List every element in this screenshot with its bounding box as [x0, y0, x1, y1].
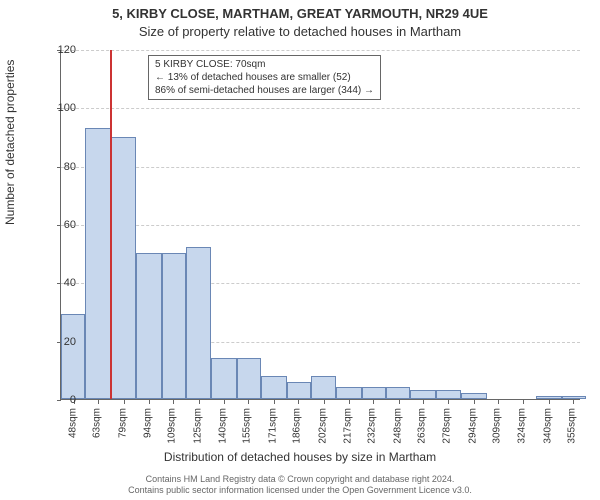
x-tick-label: 186sqm [292, 408, 303, 444]
x-tick-mark [173, 400, 174, 404]
x-tick-label: 63sqm [92, 408, 103, 438]
x-tick-label: 125sqm [193, 408, 204, 444]
x-tick-mark [224, 400, 225, 404]
histogram-bar [311, 376, 335, 399]
x-tick-mark [423, 400, 424, 404]
x-tick-label: 202sqm [318, 408, 329, 444]
x-tick-label: 309sqm [492, 408, 503, 444]
histogram-bar [287, 382, 311, 400]
reference-line [110, 50, 112, 399]
grid-line [61, 50, 580, 51]
x-tick-label: 232sqm [366, 408, 377, 444]
y-tick-label: 40 [36, 277, 76, 289]
x-tick-mark [98, 400, 99, 404]
x-tick-mark [373, 400, 374, 404]
histogram-bar [211, 358, 237, 399]
x-tick-mark [274, 400, 275, 404]
histogram-bar [362, 387, 386, 399]
plot-area: 48sqm63sqm79sqm94sqm109sqm125sqm140sqm15… [60, 50, 580, 400]
histogram-bar [536, 396, 562, 399]
histogram-bar [186, 247, 210, 399]
histogram-bar [237, 358, 261, 399]
property-size-chart: 5, KIRBY CLOSE, MARTHAM, GREAT YARMOUTH,… [0, 0, 600, 500]
x-tick-mark [498, 400, 499, 404]
x-tick-mark [399, 400, 400, 404]
y-tick-label: 20 [36, 336, 76, 348]
chart-subtitle: Size of property relative to detached ho… [0, 24, 600, 39]
histogram-bar [162, 253, 186, 399]
x-tick-label: 340sqm [542, 408, 553, 444]
histogram-bar [410, 390, 436, 399]
x-tick-mark [298, 400, 299, 404]
annotation-line-2: ← 13% of detached houses are smaller (52… [155, 71, 374, 84]
x-tick-mark [549, 400, 550, 404]
x-tick-mark [349, 400, 350, 404]
y-tick-label: 0 [36, 394, 76, 406]
x-tick-label: 94sqm [142, 408, 153, 438]
annotation-box: 5 KIRBY CLOSE: 70sqm ← 13% of detached h… [148, 55, 381, 100]
x-tick-mark [474, 400, 475, 404]
x-tick-label: 171sqm [267, 408, 278, 444]
x-tick-mark [573, 400, 574, 404]
y-tick-label: 80 [36, 161, 76, 173]
x-tick-mark [248, 400, 249, 404]
x-tick-label: 155sqm [241, 408, 252, 444]
chart-title-address: 5, KIRBY CLOSE, MARTHAM, GREAT YARMOUTH,… [0, 6, 600, 21]
histogram-bar [261, 376, 287, 399]
x-tick-label: 217sqm [342, 408, 353, 444]
x-axis-label: Distribution of detached houses by size … [0, 450, 600, 464]
grid-line [61, 167, 580, 168]
x-tick-label: 355sqm [566, 408, 577, 444]
histogram-bar [436, 390, 460, 399]
grid-line [61, 225, 580, 226]
x-tick-mark [149, 400, 150, 404]
footer-line-1: Contains HM Land Registry data © Crown c… [0, 474, 600, 485]
x-tick-label: 140sqm [217, 408, 228, 444]
footer-attribution: Contains HM Land Registry data © Crown c… [0, 474, 600, 496]
x-tick-mark [324, 400, 325, 404]
annotation-line-3: 86% of semi-detached houses are larger (… [155, 84, 374, 97]
x-tick-label: 109sqm [167, 408, 178, 444]
x-tick-label: 294sqm [467, 408, 478, 444]
x-tick-label: 263sqm [417, 408, 428, 444]
x-tick-label: 324sqm [516, 408, 527, 444]
y-tick-label: 100 [36, 102, 76, 114]
x-tick-mark [124, 400, 125, 404]
x-tick-mark [448, 400, 449, 404]
y-tick-label: 120 [36, 44, 76, 56]
histogram-bar [85, 128, 111, 399]
histogram-bar [461, 393, 487, 399]
histogram-bar [386, 387, 410, 399]
histogram-bar [336, 387, 362, 399]
histogram-bar [136, 253, 162, 399]
histogram-bar [111, 137, 135, 400]
x-tick-label: 48sqm [67, 408, 78, 438]
histogram-bar [61, 314, 85, 399]
x-tick-mark [199, 400, 200, 404]
grid-line [61, 108, 580, 109]
y-axis-label: Number of detached properties [3, 60, 17, 225]
x-tick-label: 79sqm [118, 408, 129, 438]
y-tick-label: 60 [36, 219, 76, 231]
x-tick-label: 248sqm [392, 408, 403, 444]
footer-line-2: Contains public sector information licen… [0, 485, 600, 496]
x-tick-mark [523, 400, 524, 404]
histogram-bar [562, 396, 586, 399]
annotation-line-1: 5 KIRBY CLOSE: 70sqm [155, 58, 374, 71]
x-tick-label: 278sqm [441, 408, 452, 444]
